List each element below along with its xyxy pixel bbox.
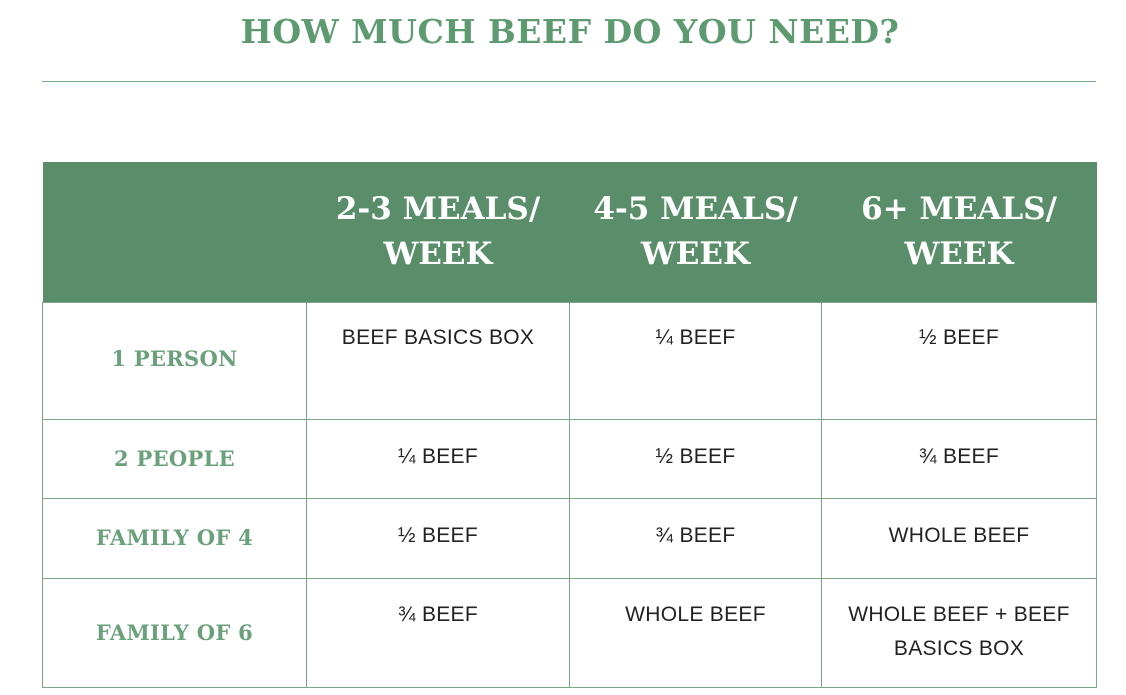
page-title: HOW MUCH BEEF DO YOU NEED? [240,12,900,51]
table-header-row: 2-3 MEALS/ WEEK 4-5 MEALS/ WEEK 6+ MEALS… [42,162,1097,302]
table-cell: BEEF BASICS BOX [306,301,570,420]
table-cell: WHOLE BEEF + BEEF BASICS BOX [821,577,1097,688]
table-cell: ¾ BEEF [306,577,570,688]
column-header-6-plus-meals: 6+ MEALS/ WEEK [861,190,1057,272]
table-cell: ¾ BEEF [821,418,1097,499]
table-row: FAMILY OF 4 ½ BEEF ¾ BEEF WHOLE BEEF [42,497,1097,579]
table-cell: ¼ BEEF [306,418,570,499]
table-row: 2 PEOPLE ¼ BEEF ½ BEEF ¾ BEEF [42,418,1097,499]
row-label-family-of-6: FAMILY OF 6 [42,577,307,688]
column-header-4-5-meals: 4-5 MEALS/ WEEK [593,190,798,272]
row-label-family-of-4: FAMILY OF 4 [42,497,307,579]
table-row: 1 PERSON BEEF BASICS BOX ¼ BEEF ½ BEEF [42,301,1097,420]
table-cell: ½ BEEF [569,418,822,499]
column-header-2-3-meals: 2-3 MEALS/ WEEK [335,190,541,272]
table-row: FAMILY OF 6 ¾ BEEF WHOLE BEEF WHOLE BEEF… [42,577,1097,688]
table-cell: ¾ BEEF [569,497,822,579]
title-divider [42,81,1096,82]
beef-needs-table: 2-3 MEALS/ WEEK 4-5 MEALS/ WEEK 6+ MEALS… [42,162,1097,688]
table-cell: ½ BEEF [821,301,1097,420]
table-cell: WHOLE BEEF [821,497,1097,579]
row-label-1-person: 1 PERSON [42,301,307,420]
table-cell: ½ BEEF [306,497,570,579]
table-header-corner [42,162,307,302]
row-label-2-people: 2 PEOPLE [42,418,307,499]
row-label-text: 1 PERSON [111,345,238,371]
table-cell-text: WHOLE BEEF + BEEF BASICS BOX [848,602,1070,660]
table-cell: ¼ BEEF [569,301,822,420]
table-cell: WHOLE BEEF [569,577,822,688]
